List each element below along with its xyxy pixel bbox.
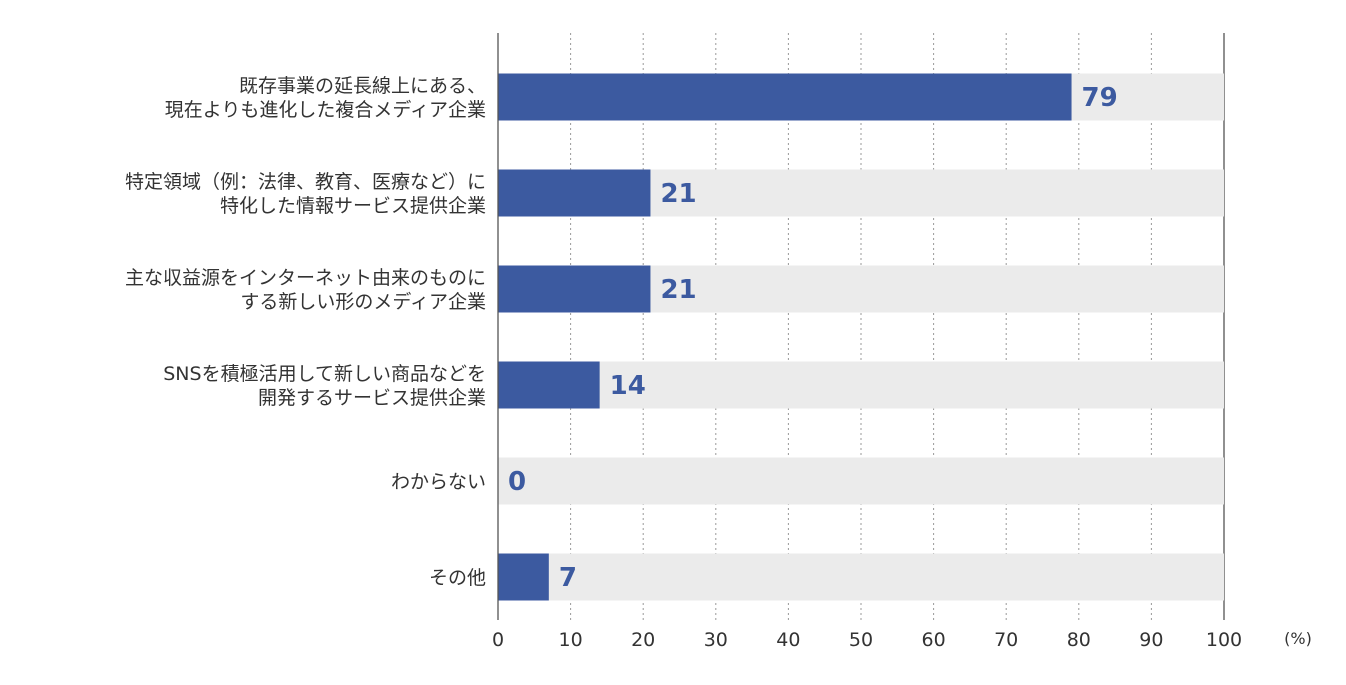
x-tick-label: 20 bbox=[631, 629, 655, 651]
bar-track bbox=[498, 553, 1224, 601]
x-tick-label: 50 bbox=[849, 629, 873, 651]
x-tick-label: 80 bbox=[1067, 629, 1091, 651]
bar bbox=[498, 169, 651, 217]
x-tick-label: 40 bbox=[776, 629, 800, 651]
x-tick-label: 90 bbox=[1139, 629, 1163, 651]
bar-value-label: 21 bbox=[660, 179, 696, 209]
category-label: する新しい形のメディア企業 bbox=[240, 291, 486, 313]
category-label: 現在よりも進化した複合メディア企業 bbox=[165, 99, 486, 121]
bar bbox=[498, 553, 549, 601]
bar bbox=[498, 265, 651, 313]
bar-value-label: 14 bbox=[610, 371, 646, 401]
bar-value-label: 79 bbox=[1082, 83, 1118, 113]
x-axis-unit-label: (%) bbox=[1284, 629, 1312, 648]
x-tick-label: 0 bbox=[492, 629, 504, 651]
category-label: わからない bbox=[391, 471, 486, 493]
bar bbox=[498, 73, 1072, 121]
category-label: 既存事業の延長線上にある、 bbox=[239, 75, 486, 97]
grid-lines bbox=[570, 33, 1225, 620]
category-label: 主な収益源をインターネット由来のものに bbox=[125, 267, 486, 289]
value-labels: 79 21 21 14 0 7 bbox=[508, 83, 1118, 593]
bar-track bbox=[498, 457, 1224, 505]
x-tick-labels: 0 10 20 30 40 50 60 70 80 90 100 bbox=[492, 629, 1242, 651]
x-tick-label: 60 bbox=[922, 629, 946, 651]
category-label: 特化した情報サービス提供企業 bbox=[220, 195, 486, 217]
bars bbox=[498, 73, 1072, 601]
category-label: SNSを積極活用して新しい商品などを bbox=[163, 363, 486, 385]
bar-value-label: 21 bbox=[660, 275, 696, 305]
bar-value-label: 7 bbox=[559, 563, 577, 593]
x-tick-label: 10 bbox=[559, 629, 583, 651]
category-labels: 既存事業の延長線上にある、現在よりも進化した複合メディア企業特定領域（例：法律、… bbox=[125, 75, 486, 589]
category-label: その他 bbox=[429, 567, 486, 589]
bar-value-label: 0 bbox=[508, 467, 526, 497]
category-label: 特定領域（例：法律、教育、医療など）に bbox=[125, 171, 486, 193]
x-tick-label: 30 bbox=[704, 629, 728, 651]
x-tick-label: 100 bbox=[1206, 629, 1242, 651]
category-label: 開発するサービス提供企業 bbox=[258, 387, 486, 409]
bar bbox=[498, 361, 600, 409]
x-tick-label: 70 bbox=[994, 629, 1018, 651]
bar-tracks bbox=[498, 73, 1224, 601]
bar-track bbox=[498, 361, 1224, 409]
